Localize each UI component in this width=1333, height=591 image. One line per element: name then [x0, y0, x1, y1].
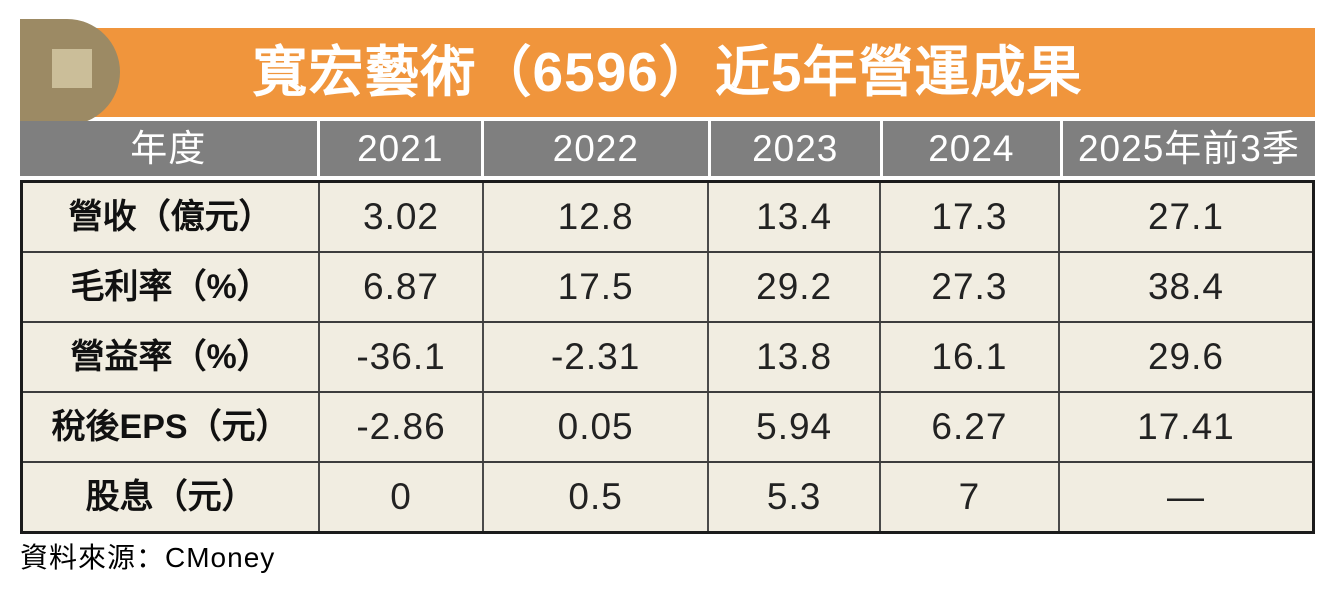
- row-label-dividend: 股息（元）: [23, 463, 319, 531]
- table-cell: 13.8: [707, 323, 879, 391]
- column-header-2021: 2021: [316, 121, 481, 176]
- results-table: 年度 2021 2022 2023 2024 2025年前3季 營收（億元） 3…: [20, 121, 1315, 534]
- table-cell: 17.5: [481, 253, 708, 321]
- table-cell: 6.27: [878, 393, 1058, 461]
- table-cell: 0.5: [481, 463, 708, 531]
- row-label-gross-margin: 毛利率（%）: [23, 253, 319, 321]
- table-cell: 13.4: [707, 183, 879, 251]
- table-body: 營收（億元） 3.02 12.8 13.4 17.3 27.1 毛利率（%） 6…: [20, 180, 1315, 534]
- table-cell: 12.8: [481, 183, 708, 251]
- table-cell: 38.4: [1058, 253, 1312, 321]
- table-cell: 6.87: [318, 253, 482, 321]
- table-row-eps: 稅後EPS（元） -2.86 0.05 5.94 6.27 17.41: [23, 391, 1312, 461]
- table-cell: 27.1: [1058, 183, 1312, 251]
- table-cell: 16.1: [878, 323, 1058, 391]
- coin-icon: [20, 19, 120, 125]
- coin-square-icon: [52, 49, 92, 88]
- title-banner: 寬宏藝術（6596）近5年營運成果: [20, 28, 1315, 117]
- table-row-dividend: 股息（元） 0 0.5 5.3 7 —: [23, 461, 1312, 531]
- column-header-2022: 2022: [481, 121, 708, 176]
- table-row-revenue: 營收（億元） 3.02 12.8 13.4 17.3 27.1: [23, 183, 1312, 251]
- table-row-operating-margin: 營益率（%） -36.1 -2.31 13.8 16.1 29.6: [23, 321, 1312, 391]
- row-label-operating-margin: 營益率（%）: [23, 323, 319, 391]
- table-row-gross-margin: 毛利率（%） 6.87 17.5 29.2 27.3 38.4: [23, 251, 1312, 321]
- table-cell: 5.94: [707, 393, 879, 461]
- table-cell: 17.3: [878, 183, 1058, 251]
- table-cell: 0: [318, 463, 482, 531]
- table-cell: 29.6: [1058, 323, 1312, 391]
- column-header-2025q3: 2025年前3季: [1059, 121, 1315, 176]
- table-cell: 7: [878, 463, 1058, 531]
- column-header-2023: 2023: [707, 121, 880, 176]
- row-label-eps: 稅後EPS（元）: [23, 393, 319, 461]
- column-header-year: 年度: [20, 121, 317, 176]
- table-cell: -2.31: [481, 323, 708, 391]
- table-cell: 0.05: [481, 393, 708, 461]
- table-cell: 27.3: [878, 253, 1058, 321]
- table-header-row: 年度 2021 2022 2023 2024 2025年前3季: [20, 121, 1315, 176]
- data-source-note: 資料來源：CMoney: [20, 542, 276, 573]
- table-cell: 3.02: [318, 183, 482, 251]
- table-cell: —: [1058, 463, 1312, 531]
- table-cell: 5.3: [707, 463, 879, 531]
- table-cell: -36.1: [318, 323, 482, 391]
- table-cell: -2.86: [318, 393, 482, 461]
- table-cell: 29.2: [707, 253, 879, 321]
- column-header-2024: 2024: [879, 121, 1060, 176]
- table-cell: 17.41: [1058, 393, 1312, 461]
- page-title: 寬宏藝術（6596）近5年營運成果: [252, 41, 1083, 103]
- row-label-revenue: 營收（億元）: [23, 183, 319, 251]
